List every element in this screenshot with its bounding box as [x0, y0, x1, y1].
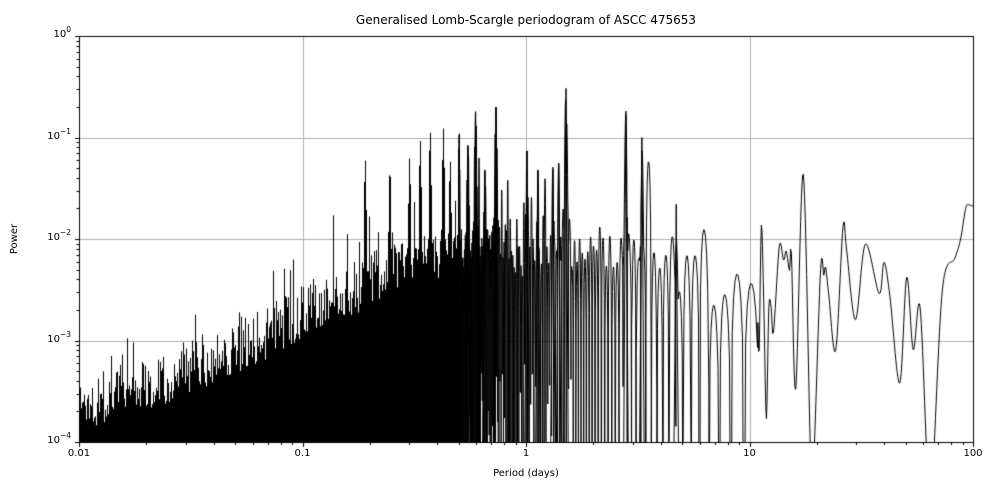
y-tick-label: 10−3 [47, 329, 71, 345]
x-tick-label: 0.01 [67, 448, 91, 459]
x-tick-label: 10 [743, 448, 756, 459]
y-tick-label: 10−2 [47, 228, 71, 243]
x-tick-label: 100 [963, 448, 983, 459]
y-tick-label: 100 [53, 25, 71, 40]
y-tick-label: 10−4 [47, 431, 71, 446]
x-tick-label: 0.1 [294, 448, 311, 459]
chart-title: Generalised Lomb-Scargle periodogram of … [355, 13, 697, 27]
x-axis-label: Period (days) [493, 468, 559, 479]
x-tick-label: 1 [522, 448, 530, 459]
y-tick-label: 10−1 [47, 126, 71, 142]
